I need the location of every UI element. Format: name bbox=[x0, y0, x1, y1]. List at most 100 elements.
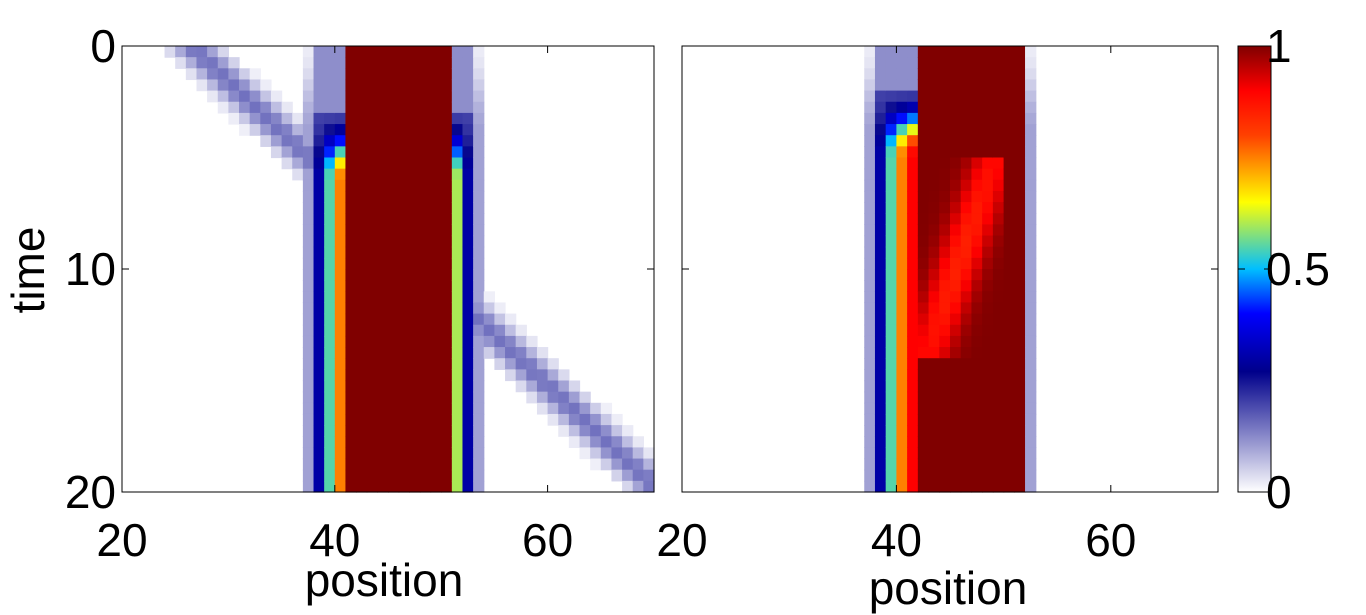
heatmap-cell bbox=[334, 90, 347, 103]
heatmap-cell bbox=[451, 213, 464, 225]
heatmap-cell bbox=[398, 135, 410, 147]
y-axis-label: time bbox=[2, 227, 54, 314]
heatmap-cell bbox=[1014, 447, 1026, 460]
heatmap-cell bbox=[643, 447, 655, 460]
heatmap-cell bbox=[473, 291, 485, 304]
heatmap-cell bbox=[324, 246, 336, 259]
heatmap-cell bbox=[874, 46, 887, 58]
heatmap-cell bbox=[430, 402, 442, 415]
heatmap-cell bbox=[345, 202, 357, 214]
heatmap-cell bbox=[398, 402, 410, 415]
heatmap-cell bbox=[1014, 124, 1026, 136]
heatmap-cell bbox=[377, 458, 389, 471]
heatmap-cell bbox=[1003, 213, 1015, 225]
heatmap-cell bbox=[1025, 436, 1037, 448]
heatmap-cell bbox=[864, 68, 876, 81]
heatmap-cell bbox=[388, 447, 400, 460]
heatmap-cell bbox=[409, 302, 421, 315]
heatmap-cell bbox=[345, 90, 357, 103]
heatmap-cell bbox=[928, 202, 940, 214]
heatmap-cell bbox=[928, 269, 940, 281]
heatmap-cell bbox=[302, 57, 315, 69]
heatmap-cell bbox=[950, 380, 962, 393]
heatmap-cell bbox=[313, 68, 325, 81]
heatmap-cell bbox=[473, 90, 485, 103]
heatmap-cell bbox=[1025, 57, 1037, 69]
heatmap-cell bbox=[950, 280, 962, 292]
heatmap-cell bbox=[366, 190, 378, 203]
heatmap-cell bbox=[874, 79, 887, 92]
heatmap-cell bbox=[196, 79, 208, 92]
heatmap-cell bbox=[874, 391, 887, 404]
heatmap-cell bbox=[896, 57, 908, 69]
heatmap-cell bbox=[1025, 157, 1037, 170]
heatmap-cell bbox=[874, 90, 887, 103]
heatmap-cell bbox=[419, 168, 432, 181]
heatmap-cell bbox=[971, 358, 983, 370]
heatmap-cell bbox=[885, 313, 897, 326]
heatmap-cell bbox=[462, 447, 474, 460]
heatmap-cell bbox=[917, 324, 930, 337]
heatmap-cell bbox=[885, 347, 897, 359]
heatmap-cell bbox=[960, 213, 973, 225]
heatmap-cell bbox=[441, 257, 453, 270]
heatmap-cell bbox=[885, 335, 897, 348]
heatmap-cell bbox=[1025, 480, 1037, 493]
heatmap-cell bbox=[366, 380, 378, 393]
heatmap-cell bbox=[864, 324, 876, 337]
heatmap-cell bbox=[874, 235, 887, 248]
heatmap-cell bbox=[971, 469, 983, 482]
heatmap-cell bbox=[249, 90, 261, 103]
heatmap-cell bbox=[885, 380, 897, 393]
heatmap-cell bbox=[971, 235, 983, 248]
heatmap-cell bbox=[324, 224, 336, 237]
heatmap-cell bbox=[917, 224, 930, 237]
heatmap-cell bbox=[462, 112, 474, 125]
heatmap-cell bbox=[874, 280, 887, 292]
heatmap-cell bbox=[874, 469, 887, 482]
heatmap-cell bbox=[1025, 190, 1037, 203]
heatmap-cell bbox=[950, 179, 962, 192]
heatmap-cell bbox=[334, 135, 347, 147]
heatmap-cell bbox=[1025, 458, 1037, 471]
heatmap-cell bbox=[971, 425, 983, 437]
heatmap-cell bbox=[590, 458, 602, 471]
heatmap-cell bbox=[960, 335, 973, 348]
heatmap-cell bbox=[302, 380, 315, 393]
heatmap-cell bbox=[982, 68, 994, 81]
heatmap-cell bbox=[982, 425, 994, 437]
heatmap-cell bbox=[451, 324, 464, 337]
heatmap-cell bbox=[451, 190, 464, 203]
heatmap-cell bbox=[896, 280, 908, 292]
heatmap-cell bbox=[441, 135, 453, 147]
heatmap-cell bbox=[907, 458, 919, 471]
x-tick-label: 60 bbox=[1085, 514, 1136, 566]
heatmap-cell bbox=[960, 246, 973, 259]
heatmap-cell bbox=[302, 425, 315, 437]
heatmap-cell bbox=[345, 313, 357, 326]
heatmap-cell bbox=[1014, 469, 1026, 482]
heatmap-cell bbox=[324, 101, 336, 114]
heatmap-cell bbox=[419, 402, 432, 415]
heatmap-cell bbox=[451, 168, 464, 181]
heatmap-cell bbox=[388, 213, 400, 225]
heatmap-cell bbox=[356, 146, 368, 159]
heatmap-cell bbox=[441, 57, 453, 69]
heatmap-cell bbox=[632, 458, 644, 471]
heatmap-cell bbox=[356, 380, 368, 393]
heatmap-cell bbox=[313, 358, 325, 370]
heatmap-cell bbox=[939, 112, 951, 125]
heatmap-cell bbox=[907, 447, 919, 460]
heatmap-cell bbox=[960, 324, 973, 337]
heatmap-cell bbox=[1003, 46, 1015, 58]
heatmap-cell bbox=[366, 202, 378, 214]
heatmap-cell bbox=[398, 413, 410, 426]
heatmap-cell bbox=[960, 302, 973, 315]
heatmap-cell bbox=[928, 168, 940, 181]
heatmap-cell bbox=[324, 269, 336, 281]
heatmap-cell bbox=[1025, 425, 1037, 437]
heatmap-cell bbox=[864, 46, 876, 58]
heatmap-cell bbox=[334, 280, 347, 292]
heatmap-cell bbox=[864, 436, 876, 448]
